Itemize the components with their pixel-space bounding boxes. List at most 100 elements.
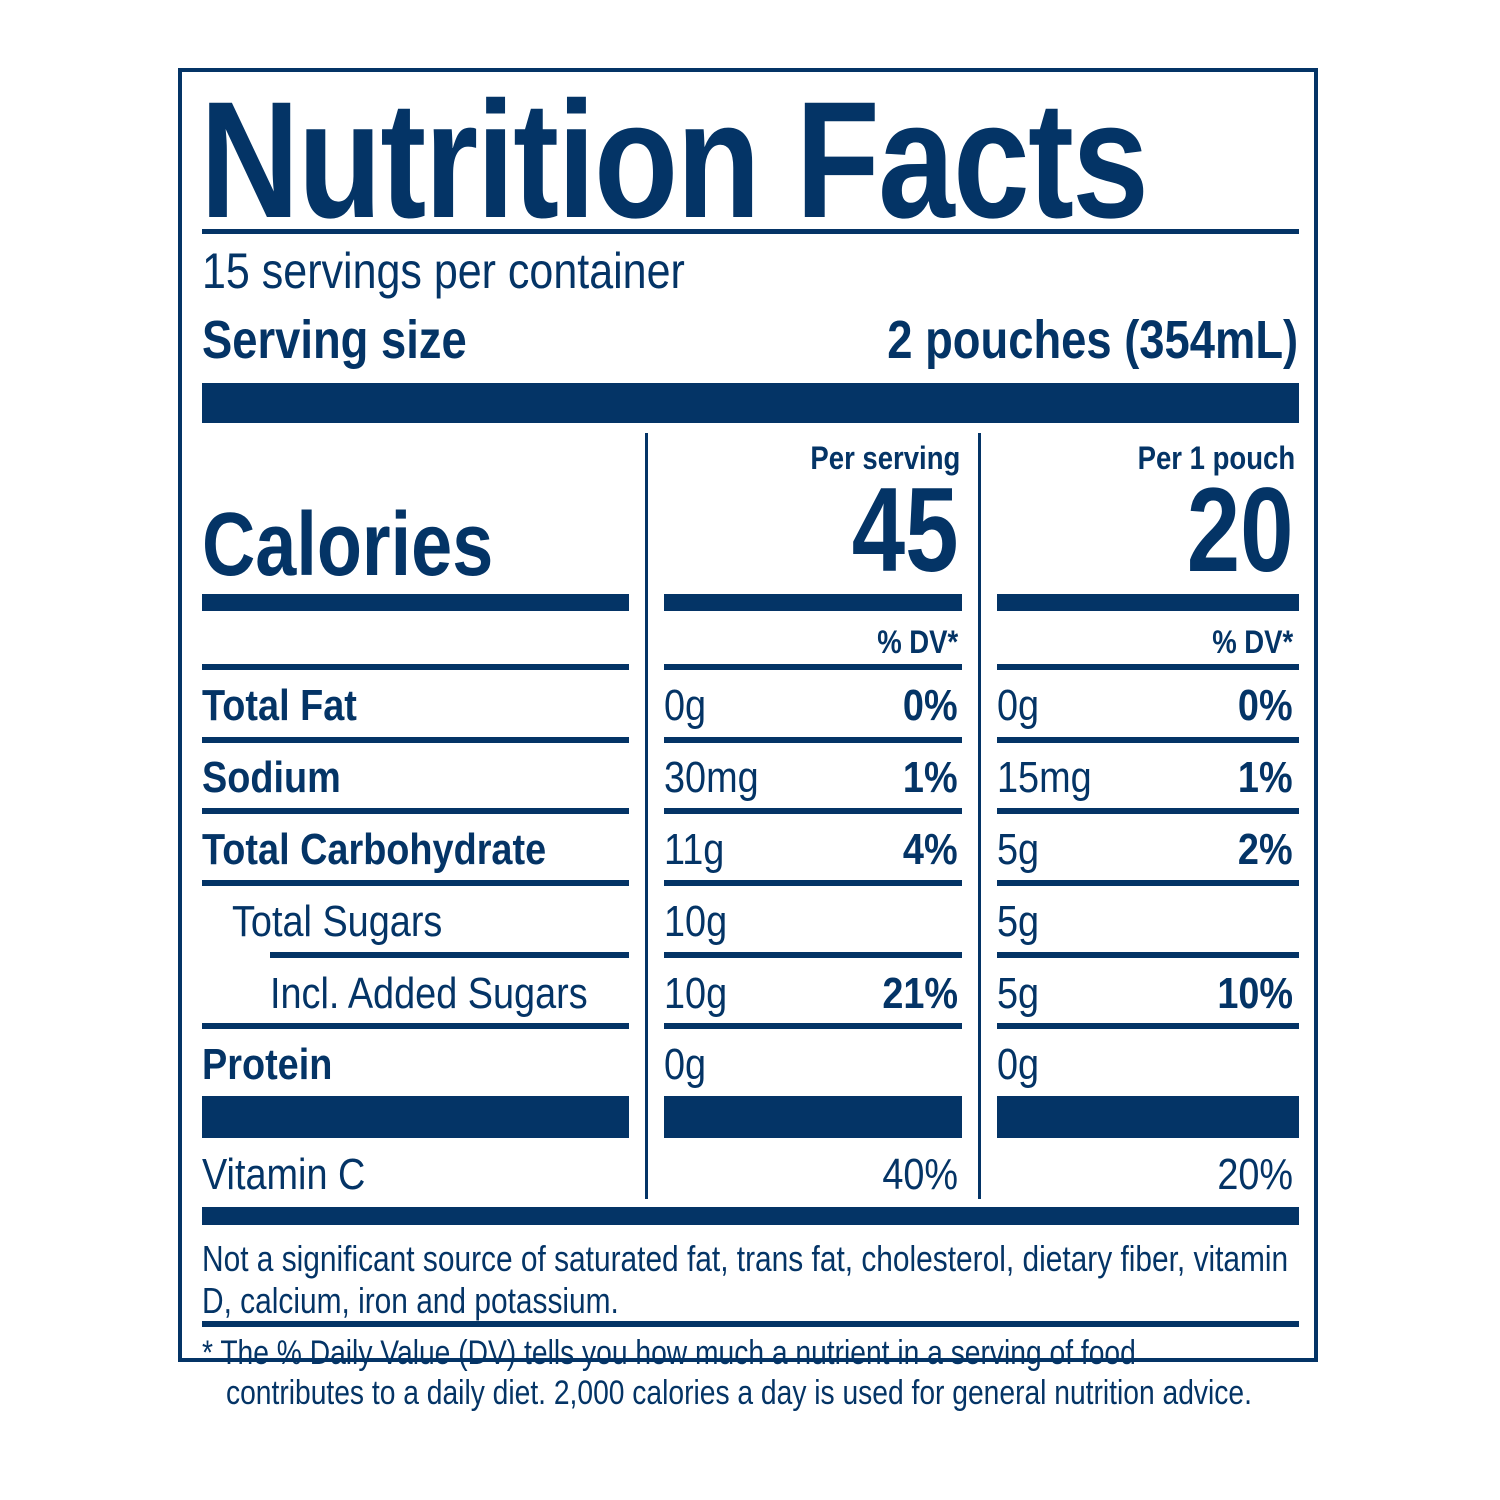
nutrient-dv: 10%	[1205, 972, 1293, 1016]
thick-rule-right	[997, 1096, 1299, 1138]
dv-header-pouch: % DV*	[1199, 626, 1293, 658]
amount: 15mg	[997, 753, 1092, 802]
vitamin-name: Vitamin C	[202, 1153, 392, 1197]
nutrient-name: Incl. Added Sugars	[270, 972, 639, 1016]
rule	[997, 808, 1299, 814]
amount: 30mg	[664, 753, 759, 802]
footnote-line-2: contributes to a daily diet. 2,000 calor…	[226, 1376, 1462, 1410]
column-header-per-serving: Per serving	[786, 442, 960, 474]
amount: 10g	[664, 897, 728, 946]
footnote-rule	[202, 1321, 1299, 1327]
dv: 20%	[1217, 1150, 1293, 1199]
nutrient-name: Sodium	[202, 756, 363, 800]
amount: 0g	[997, 681, 1040, 730]
amount: 11g	[664, 825, 725, 874]
nutrient-amount: 30mg	[664, 756, 774, 800]
rule	[997, 664, 1299, 670]
sodium-label: Sodium	[202, 753, 341, 802]
calories-rule-mid	[664, 594, 962, 611]
title-text: Nutrition Facts	[200, 68, 1149, 253]
amount: 10g	[664, 969, 728, 1018]
dv: 40%	[882, 1150, 958, 1199]
calories-text: Calories	[202, 495, 494, 595]
serving-size-value: 2 pouches (354mL)	[809, 313, 1298, 367]
protein-label: Protein	[202, 1040, 333, 1089]
rule	[997, 880, 1299, 886]
vitamin-c-label: Vitamin C	[202, 1150, 366, 1199]
nutrient-dv: 2%	[1229, 828, 1293, 872]
calories-label: Calories	[202, 500, 557, 590]
dv: 0%	[903, 681, 958, 730]
rule	[997, 737, 1299, 743]
nutrient-amount: 0g	[664, 1043, 713, 1087]
nutrient-name: Total Carbohydrate	[202, 828, 602, 872]
dv-header-serving: % DV*	[864, 626, 958, 658]
vitamin-dv: 40%	[870, 1153, 958, 1197]
rule	[270, 952, 629, 958]
nutrient-dv: 21%	[870, 972, 958, 1016]
footnote-line-1: * The % Daily Value (DV) tells you how m…	[202, 1336, 1327, 1370]
thick-rule-left	[202, 1096, 629, 1138]
dv: 1%	[903, 753, 958, 802]
column-header-per-pouch: Per 1 pouch	[1112, 442, 1295, 474]
nutrient-amount: 10g	[664, 972, 737, 1016]
calories-per-pouch: 20	[1160, 470, 1293, 590]
nutrient-amount: 10g	[664, 900, 737, 944]
footnote-text-1: * The % Daily Value (DV) tells you how m…	[202, 1334, 1136, 1372]
footnote-text-2: contributes to a daily diet. 2,000 calor…	[226, 1374, 1252, 1412]
nutrient-amount: 5g	[997, 972, 1046, 1016]
total-fat-label: Total Fat	[202, 681, 357, 730]
rule	[664, 664, 962, 670]
rule	[202, 737, 629, 743]
rule	[202, 880, 629, 886]
dv-header-text: % DV*	[1211, 624, 1293, 660]
amount: 0g	[997, 1040, 1040, 1089]
total-sugars-label: Total Sugars	[232, 897, 443, 946]
amount: 5g	[997, 897, 1040, 946]
per-pouch-text: Per 1 pouch	[1137, 440, 1295, 476]
column-divider-1	[645, 433, 648, 1199]
thick-rule-mid	[664, 1096, 962, 1138]
nutrient-dv: 1%	[1229, 756, 1293, 800]
nutrient-dv: 0%	[894, 684, 958, 728]
nutrient-name: Total Sugars	[232, 900, 477, 944]
amount: 5g	[997, 969, 1040, 1018]
amount: 5g	[997, 825, 1040, 874]
dv: 2%	[1238, 825, 1293, 874]
dv: 1%	[1238, 753, 1293, 802]
dv: 4%	[903, 825, 958, 874]
servings-per-container: 15 servings per container	[202, 246, 763, 296]
nutrient-dv: 0%	[1229, 684, 1293, 728]
dv-header-text: % DV*	[876, 624, 958, 660]
dv: 0%	[1238, 681, 1293, 730]
nutrient-amount: 0g	[997, 1043, 1046, 1087]
total-carbohydrate-label: Total Carbohydrate	[202, 825, 547, 874]
bottom-medium-rule	[202, 1207, 1299, 1225]
rule	[664, 952, 962, 958]
nutrient-dv: 4%	[894, 828, 958, 872]
rule	[664, 880, 962, 886]
amount: 0g	[664, 1040, 707, 1089]
dv: 21%	[882, 969, 958, 1018]
rule	[664, 737, 962, 743]
nutrient-name: Total Fat	[202, 684, 382, 728]
per-serving-text: Per serving	[810, 440, 960, 476]
rule	[997, 952, 1299, 958]
nutrient-amount: 5g	[997, 900, 1046, 944]
rule	[997, 1023, 1299, 1029]
title-rule	[202, 229, 1299, 234]
calories-20: 20	[1186, 463, 1293, 597]
serving-size-label: Serving size	[202, 313, 517, 367]
vitamin-dv: 20%	[1205, 1153, 1293, 1197]
column-divider-2	[978, 433, 981, 1199]
nutrient-amount: 5g	[997, 828, 1046, 872]
rule	[664, 808, 962, 814]
calories-per-serving: 45	[825, 470, 958, 590]
not-significant-note: Not a significant source of saturated fa…	[202, 1238, 1298, 1322]
rule	[202, 1023, 629, 1029]
nutrient-amount: 11g	[664, 828, 734, 872]
calories-45: 45	[851, 463, 958, 597]
rule	[202, 664, 629, 670]
not-significant-text: Not a significant source of saturated fa…	[202, 1238, 1289, 1321]
calories-rule-right	[997, 594, 1299, 611]
